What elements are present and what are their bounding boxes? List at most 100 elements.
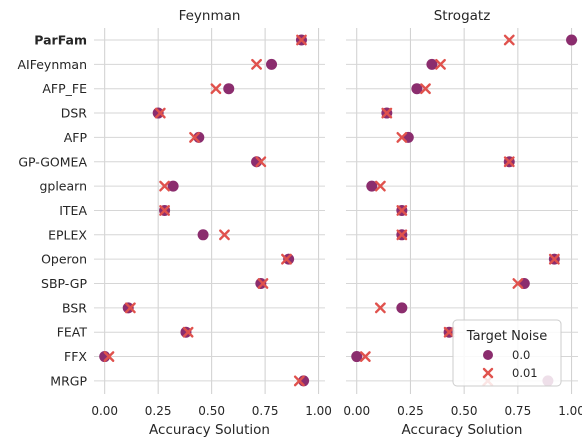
x-tick-label: 0.25 bbox=[397, 404, 424, 418]
point-x bbox=[124, 302, 136, 314]
panel-feynman: 0.00 0.25 0.50 0.75 1.00 Accuracy Solution Fey… bbox=[91, 8, 332, 438]
point-x bbox=[396, 205, 408, 216]
legend-marker-circle bbox=[483, 350, 493, 360]
point-x bbox=[296, 34, 307, 46]
legend-box bbox=[452, 319, 562, 387]
point-x-stroke bbox=[435, 58, 446, 70]
y-tick-label: GP-GOMEA bbox=[18, 154, 87, 169]
point-x-stroke bbox=[281, 253, 292, 265]
point-x bbox=[189, 131, 200, 143]
point-x-stroke bbox=[374, 180, 386, 192]
point-x-stroke bbox=[210, 83, 222, 95]
point-circle bbox=[180, 326, 192, 338]
y-tick-label: EPLEX bbox=[48, 227, 87, 242]
point-x-stroke bbox=[512, 278, 524, 289]
point-circle bbox=[351, 351, 363, 363]
point-x-stroke bbox=[124, 302, 136, 314]
x-tick-label: 0.50 bbox=[451, 404, 478, 418]
point-x-stroke bbox=[374, 302, 386, 314]
panel-title: Strogatz bbox=[434, 8, 491, 24]
point-x-stroke bbox=[154, 107, 166, 119]
legend-marker-x bbox=[482, 367, 494, 379]
point-x bbox=[374, 180, 386, 192]
x-axis-label: Accuracy Solution bbox=[402, 422, 523, 438]
y-tick-label: ParFam bbox=[34, 33, 87, 48]
point-x-stroke bbox=[396, 229, 408, 241]
y-tick-label: gplearn bbox=[39, 179, 87, 194]
point-x bbox=[255, 156, 267, 168]
point-x bbox=[251, 58, 262, 70]
point-x-stroke bbox=[293, 375, 305, 387]
point-x bbox=[159, 205, 170, 216]
point-x-stroke bbox=[103, 351, 115, 362]
point-x bbox=[159, 180, 170, 192]
y-tick-label: DSR bbox=[61, 106, 88, 121]
point-x bbox=[257, 278, 269, 289]
legend: Target Noise 0.0 0.01 bbox=[452, 319, 562, 387]
point-x-stroke bbox=[548, 253, 560, 265]
panel-title: Feynman bbox=[179, 8, 241, 24]
point-circle bbox=[396, 302, 408, 314]
point-x bbox=[182, 326, 194, 338]
point-x bbox=[154, 107, 166, 119]
point-x-stroke bbox=[159, 205, 170, 216]
y-tick-label: FFX bbox=[64, 349, 87, 364]
x-tick-label: 0.75 bbox=[504, 404, 531, 418]
point-circle bbox=[223, 83, 235, 95]
point-x-stroke bbox=[251, 58, 262, 70]
point-circle bbox=[266, 58, 278, 70]
point-circle bbox=[197, 229, 209, 241]
y-tick-label: AFP_FE bbox=[42, 81, 87, 96]
y-tick-label: SBP-GP bbox=[41, 276, 87, 291]
y-tick-label: Operon bbox=[41, 252, 87, 267]
point-x bbox=[512, 278, 524, 289]
x-axis-label: Accuracy Solution bbox=[149, 422, 270, 438]
point-x-stroke bbox=[381, 107, 393, 119]
point-x-stroke bbox=[255, 156, 267, 168]
point-circle bbox=[122, 302, 134, 314]
point-x-stroke bbox=[296, 34, 307, 46]
legend-label: 0.0 bbox=[512, 348, 530, 362]
point-x bbox=[381, 107, 393, 119]
point-circle bbox=[152, 107, 164, 119]
point-x-stroke bbox=[257, 278, 269, 289]
point-x bbox=[210, 83, 222, 95]
point-x bbox=[374, 302, 386, 314]
point-x-stroke bbox=[159, 180, 170, 192]
y-tick-label: AIFeynman bbox=[17, 57, 87, 72]
point-x bbox=[396, 229, 408, 241]
point-x-stroke bbox=[182, 326, 194, 338]
legend-title: Target Noise bbox=[466, 329, 547, 344]
point-x-stroke bbox=[189, 131, 200, 143]
y-tick-label: AFP bbox=[64, 130, 88, 145]
point-x bbox=[503, 34, 515, 46]
x-tick-label: 0.00 bbox=[91, 404, 118, 418]
point-x-stroke bbox=[396, 205, 408, 216]
x-tick-label: 0.50 bbox=[198, 404, 225, 418]
point-x bbox=[435, 58, 446, 70]
point-x-stroke bbox=[359, 351, 371, 362]
point-x-stroke bbox=[420, 83, 431, 95]
x-tick-label: 0.75 bbox=[252, 404, 279, 418]
point-circle bbox=[411, 83, 423, 95]
y-tick-label: FEAT bbox=[57, 325, 88, 340]
point-x-stroke bbox=[503, 34, 515, 46]
point-x-stroke bbox=[396, 131, 408, 143]
y-tick-label: MRGP bbox=[50, 373, 87, 388]
point-x bbox=[396, 131, 408, 143]
y-tick-label: ITEA bbox=[59, 203, 87, 218]
point-x bbox=[420, 83, 431, 95]
point-circle bbox=[255, 278, 267, 289]
point-x-stroke bbox=[219, 229, 230, 241]
point-x-stroke bbox=[443, 326, 455, 338]
point-x bbox=[281, 253, 292, 265]
point-x bbox=[359, 351, 371, 362]
x-tick-label: 1.00 bbox=[305, 404, 332, 418]
y-tick-label: BSR bbox=[62, 300, 87, 315]
point-x bbox=[103, 351, 115, 362]
point-x bbox=[293, 375, 305, 387]
point-circle bbox=[167, 180, 179, 192]
point-x-stroke bbox=[503, 156, 515, 168]
panel-strogatz: 0.00 0.25 0.50 0.75 1.00 Accuracy Solution Str… bbox=[343, 8, 582, 438]
point-x bbox=[443, 326, 455, 338]
